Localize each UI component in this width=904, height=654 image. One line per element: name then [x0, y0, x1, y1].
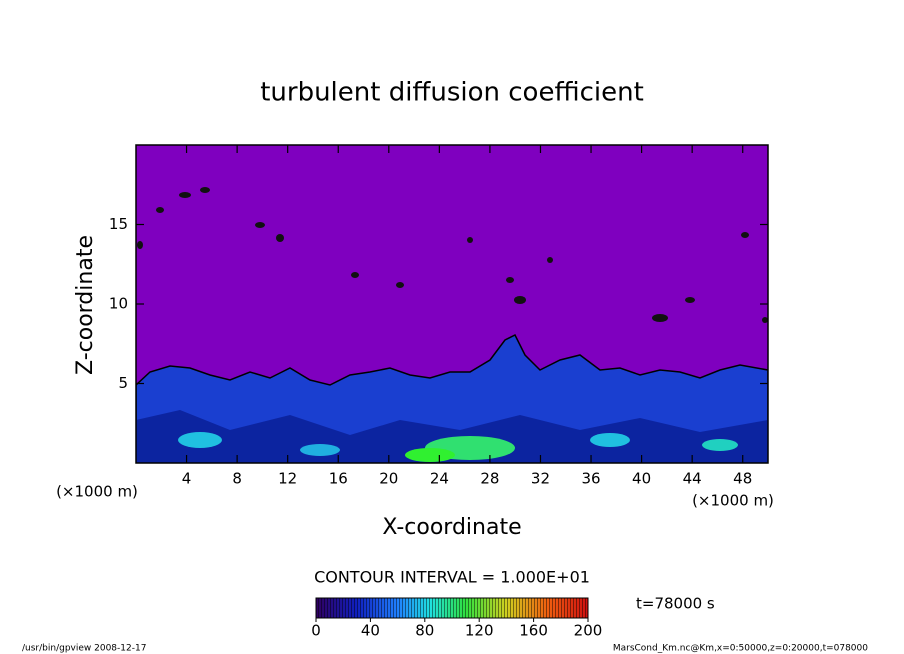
- colorbar-tick-label: 120: [465, 622, 494, 640]
- y-tick-label: 15: [109, 215, 128, 233]
- x-tick-label: 4: [182, 470, 192, 488]
- chart-title: turbulent diffusion coefficient: [260, 78, 644, 108]
- colorbar-tick-label: 80: [415, 622, 434, 640]
- x-tick-label: 48: [733, 470, 752, 488]
- x-tick-label: 8: [232, 470, 242, 488]
- x-axis-label: X-coordinate: [382, 515, 521, 540]
- colorbar-tick-label: 160: [519, 622, 548, 640]
- x-tick-label: 44: [683, 470, 702, 488]
- x-tick-label: 24: [430, 470, 449, 488]
- colorbar-tick-label: 200: [574, 622, 603, 640]
- y-axis-label: Z-coordinate: [73, 235, 98, 375]
- contour-interval: CONTOUR INTERVAL = 1.000E+01: [314, 568, 590, 587]
- x-tick-label: 20: [379, 470, 398, 488]
- colorbar-frame: [315, 597, 589, 619]
- x-tick-label: 12: [278, 470, 297, 488]
- y-tick-label: 5: [118, 374, 128, 392]
- footer-left: /usr/bin/gpview 2008-12-17: [22, 644, 146, 654]
- footer-right: MarsCond_Km.nc@Km,x=0:50000,z=0:20000,t=…: [613, 644, 868, 654]
- time-label: t=78000 s: [636, 595, 715, 613]
- colorbar-tick-label: 0: [311, 622, 321, 640]
- y-tick-label: 10: [109, 295, 128, 313]
- x-tick-label: 40: [632, 470, 651, 488]
- x-tick-label: 36: [581, 470, 600, 488]
- x-unit-label: (×1000 m): [56, 483, 138, 501]
- x-tick-label: 32: [531, 470, 550, 488]
- colorbar-tick-label: 40: [361, 622, 380, 640]
- x-tick-label: 28: [480, 470, 499, 488]
- field: [136, 145, 768, 463]
- x-tick-label: 16: [329, 470, 348, 488]
- x-unit-label: (×1000 m): [692, 492, 774, 510]
